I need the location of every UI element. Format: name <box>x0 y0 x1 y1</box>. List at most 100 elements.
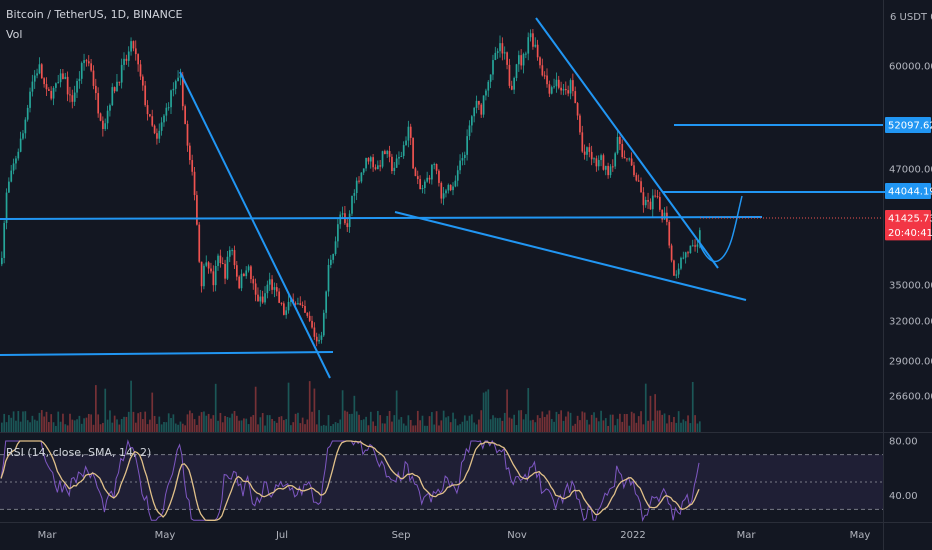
volume-bar <box>219 412 222 432</box>
volume-bar <box>200 412 203 432</box>
candle-body <box>10 170 13 182</box>
volume-bar <box>120 419 123 432</box>
candle-body <box>407 126 410 141</box>
candle-body <box>123 58 125 65</box>
candle-body <box>475 100 478 108</box>
candle-body <box>426 177 429 182</box>
trend-line[interactable] <box>0 216 763 220</box>
volume-bar <box>395 390 398 432</box>
candle-body <box>687 252 689 254</box>
volume-bar <box>471 414 473 432</box>
candle-body <box>322 312 325 336</box>
volume-bar <box>384 423 386 432</box>
candle-body <box>659 197 661 210</box>
price-tick-label: 26600.00 <box>889 392 932 403</box>
volume-bar <box>341 390 344 432</box>
volume-bar <box>57 411 60 432</box>
candle-body <box>214 265 217 286</box>
candle-body <box>656 196 659 198</box>
candle-body <box>360 172 363 182</box>
candle-body <box>95 85 97 94</box>
projection-path[interactable] <box>699 195 743 263</box>
candle-body <box>433 164 436 166</box>
volume-bar <box>153 415 156 432</box>
volume-bar <box>424 425 426 432</box>
volume-bar <box>85 417 88 432</box>
trend-line[interactable] <box>179 71 331 379</box>
price-axis[interactable]: 6 USDT 0 60000.00 47000.00 35000.00 32000.00… <box>889 12 932 403</box>
candle-body <box>40 64 43 79</box>
volume-bar <box>8 415 10 432</box>
volume-bar <box>104 388 107 432</box>
candle-body <box>384 151 386 155</box>
trend-line[interactable] <box>0 351 334 356</box>
time-axis-label: May <box>850 530 871 541</box>
volume-bar <box>45 411 48 432</box>
candle-body <box>1 257 3 265</box>
volume-bar <box>644 383 647 432</box>
volume-bar <box>139 412 142 432</box>
candle-body <box>90 63 92 71</box>
candle-body <box>351 195 353 214</box>
candle-body <box>118 81 121 83</box>
rsi-ma-line <box>0 440 700 521</box>
volume-bar <box>125 416 128 432</box>
candle-body <box>24 119 27 134</box>
candle-body <box>689 245 692 254</box>
candle-body <box>320 335 323 340</box>
volume-bar <box>158 416 161 432</box>
trend-line[interactable] <box>535 17 719 269</box>
volume-bar <box>386 415 389 432</box>
volume-bar <box>633 413 635 432</box>
candle-body <box>550 87 553 94</box>
volume-bar <box>379 415 382 432</box>
candle-body <box>501 43 504 54</box>
candle-body <box>334 241 337 254</box>
volume-bar <box>456 425 459 432</box>
candle-body <box>562 89 565 91</box>
volume-bar <box>73 420 76 432</box>
symbol-title[interactable]: Bitcoin / TetherUS, 1D, BINANCE <box>6 8 183 21</box>
volume-bar <box>560 410 562 432</box>
volume-bar <box>583 412 586 432</box>
volume-bar <box>311 411 313 432</box>
candle-body <box>109 105 111 111</box>
candle-body <box>308 315 311 321</box>
volume-bar <box>233 410 236 432</box>
trendline-drawings[interactable] <box>0 17 932 379</box>
trend-line[interactable] <box>394 211 747 301</box>
candle-body <box>478 100 480 105</box>
volume-bar <box>454 418 457 432</box>
candle-body <box>675 274 678 276</box>
volume-bar <box>111 422 114 432</box>
candle-body <box>62 73 64 79</box>
candle-body <box>635 175 638 181</box>
candle-body <box>680 257 682 269</box>
volume-bar <box>48 422 50 432</box>
candle-body <box>233 250 236 266</box>
candle-body <box>372 157 374 168</box>
candle-body <box>485 90 487 96</box>
volume-bar <box>536 415 539 432</box>
candle-body <box>698 230 701 245</box>
candle-body <box>428 177 431 180</box>
volume-bar <box>541 411 544 432</box>
candle-body <box>268 279 271 285</box>
time-axis[interactable]: Mar May Jul Sep Nov 2022 Mar May <box>38 530 871 541</box>
volume-bar <box>254 386 257 432</box>
volume-bar <box>102 422 104 432</box>
price-tick-label: 29000.00 <box>889 357 932 368</box>
volume-bar <box>374 425 377 432</box>
volume-bar <box>393 415 396 432</box>
volume-bar <box>250 416 252 432</box>
candle-body <box>442 193 445 199</box>
candle-body <box>186 123 189 146</box>
volume-bar <box>210 418 212 432</box>
candle-body <box>492 60 494 75</box>
volume-bar <box>322 424 325 432</box>
time-axis-label: Mar <box>38 530 58 541</box>
candle-body <box>369 157 372 162</box>
volume-bar <box>609 414 612 432</box>
volume-bar <box>543 416 546 432</box>
